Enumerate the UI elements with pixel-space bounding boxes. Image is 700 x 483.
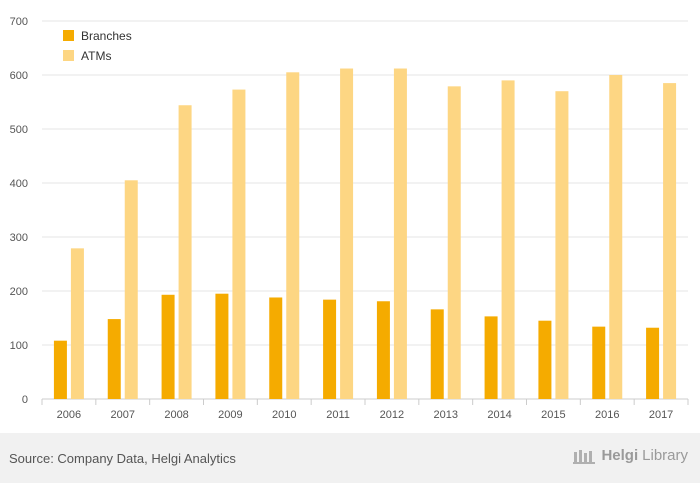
y-tick-label: 200 bbox=[10, 286, 28, 298]
x-axis-ticks: 2006 2007 2008 2009 2010 2011 2012 2013 2014 2015… bbox=[41, 399, 689, 421]
x-tick-label: 2011 bbox=[326, 409, 350, 421]
bar-atms-2014 bbox=[501, 80, 515, 400]
gridlines bbox=[42, 20, 688, 400]
brand-name-rest: Library bbox=[642, 447, 688, 464]
bar-branches-2016 bbox=[592, 326, 606, 399]
y-tick-label: 400 bbox=[10, 178, 28, 190]
bar-branches-2009 bbox=[215, 293, 229, 399]
y-axis-ticks: 0 100 200 300 400 500 600 700 bbox=[10, 16, 28, 406]
legend-swatch-atms bbox=[63, 50, 74, 61]
y-tick-label: 500 bbox=[10, 124, 28, 136]
bar-atms-2006 bbox=[70, 248, 84, 399]
x-tick-label: 2007 bbox=[111, 409, 135, 421]
library-icon bbox=[573, 449, 596, 464]
x-tick-label: 2016 bbox=[595, 409, 619, 421]
y-tick-label: 600 bbox=[10, 70, 28, 82]
bar-branches-2007 bbox=[107, 319, 121, 399]
bar-atms-2010 bbox=[286, 72, 300, 400]
x-tick-label: 2009 bbox=[218, 409, 242, 421]
x-tick-label: 2006 bbox=[57, 409, 81, 421]
y-tick-label: 100 bbox=[10, 340, 28, 352]
bar-branches-2011 bbox=[323, 299, 337, 399]
bar-atms-2008 bbox=[178, 105, 192, 400]
brand-logo: Helgi Library bbox=[573, 447, 688, 464]
legend-swatch-branches bbox=[63, 30, 74, 41]
bar-atms-2011 bbox=[340, 68, 354, 400]
bar-branches-2010 bbox=[269, 297, 283, 399]
y-tick-label: 0 bbox=[22, 394, 28, 406]
bar-atms-2007 bbox=[124, 180, 138, 399]
bar-branches-2013 bbox=[430, 309, 444, 399]
legend: Branches ATMs bbox=[63, 29, 132, 63]
source-text: Source: Company Data, Helgi Analytics bbox=[9, 451, 236, 466]
y-tick-label: 300 bbox=[10, 232, 28, 244]
y-tick-label: 700 bbox=[10, 16, 28, 28]
x-tick-label: 2014 bbox=[487, 409, 511, 421]
bar-atms-2013 bbox=[447, 86, 461, 399]
legend-label-atms: ATMs bbox=[81, 49, 111, 63]
x-tick-label: 2015 bbox=[541, 409, 565, 421]
x-tick-label: 2008 bbox=[164, 409, 188, 421]
brand-name-bold: Helgi bbox=[601, 447, 639, 464]
bar-atms-2012 bbox=[393, 68, 407, 400]
bar-branches-2017 bbox=[646, 327, 660, 399]
bar-atms-2016 bbox=[609, 75, 623, 399]
x-tick-label: 2010 bbox=[272, 409, 296, 421]
bar-branches-2012 bbox=[376, 301, 390, 399]
bar-branches-2015 bbox=[538, 320, 552, 399]
x-tick-label: 2017 bbox=[649, 409, 673, 421]
x-tick-label: 2013 bbox=[434, 409, 458, 421]
legend-label-branches: Branches bbox=[81, 29, 132, 43]
bar-atms-2015 bbox=[555, 91, 569, 399]
bar-branches-2014 bbox=[484, 316, 498, 399]
bar-atms-2017 bbox=[663, 83, 677, 399]
bar-branches-2008 bbox=[161, 294, 175, 399]
footer: Source: Company Data, Helgi Analytics He… bbox=[0, 433, 700, 483]
bar-atms-2009 bbox=[232, 89, 246, 399]
x-tick-label: 2012 bbox=[380, 409, 404, 421]
bar-branches-2006 bbox=[53, 340, 67, 399]
bars bbox=[53, 68, 677, 400]
